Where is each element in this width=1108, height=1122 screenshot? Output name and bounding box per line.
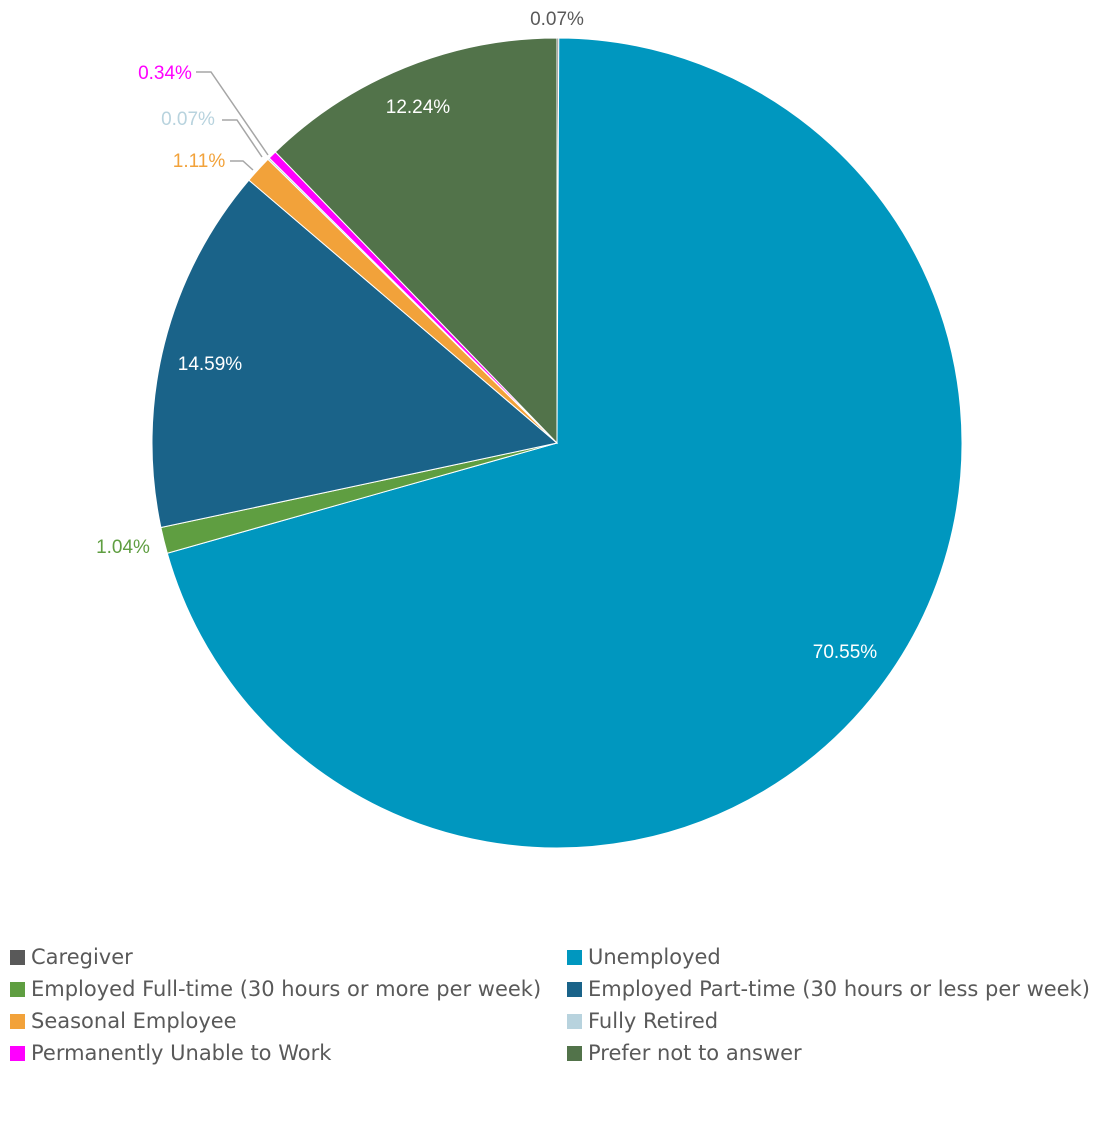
data-label-employed-part-time-30-hours-or-less-per-week: 14.59% [178,354,243,375]
legend-swatch-unemployed [567,949,582,965]
leader-lines [196,71,269,171]
legend-item-employed-part-time: Employed Part-time (30 hours or less per… [567,977,1090,1001]
legend-label: Caregiver [31,945,133,969]
legend-swatch-fully-retired [567,1013,582,1029]
legend-swatch-seasonal-employee [10,1013,25,1029]
data-label-unemployed: 70.55% [813,642,878,663]
legend-label: Prefer not to answer [588,1041,802,1065]
legend-item-seasonal-employee: Seasonal Employee [10,1009,237,1033]
legend-swatch-caregiver [10,949,25,965]
data-label-permanently-unable-to-work: 0.34% [138,63,192,84]
legend-item-employed-full-time: Employed Full-time (30 hours or more per… [10,977,541,1001]
data-label-caregiver: 0.07% [530,9,584,30]
pie-slices [151,37,963,849]
data-labels: 0.07% 70.55% 1.04% 14.59% 1.11% 0.07% 0.34% 12.… [96,9,877,663]
legend-swatch-prefer-not-to-answer [567,1045,582,1061]
legend-item-fully-retired: Fully Retired [567,1009,718,1033]
legend-label: Fully Retired [588,1009,719,1033]
pie-slice-prefer-not-to-answer [274,37,558,445]
legend-item-unemployed: Unemployed [567,945,721,969]
legend-swatch-employed-full-time [10,981,25,997]
data-label-prefer-not-to-answer: 12.24% [386,97,451,118]
leader-line-permanently-unable-to-work [196,71,269,156]
legend-label: Unemployed [588,945,721,969]
data-label-seasonal-employee: 1.11% [173,151,226,172]
legend-item-permanently-unable: Permanently Unable to Work [10,1041,331,1065]
legend-label: Employed Full-time (30 hours or more per… [31,977,542,1001]
pie-slice-employed-part-time-30-hours-or-less-per-week [151,179,559,529]
legend-label: Employed Part-time (30 hours or less per… [588,977,1090,1001]
pie-slice-unemployed [166,37,963,849]
legend-item-prefer-not-to-answer: Prefer not to answer [567,1041,802,1065]
legend-label: Permanently Unable to Work [31,1041,332,1065]
leader-line-fully-retired [222,119,263,158]
data-label-employed-full-time-30-hours-or-more-per-week: 1.04% [96,537,150,558]
legend-swatch-permanently-unable [10,1045,25,1061]
legend-swatch-employed-part-time [567,981,582,997]
legend-item-caregiver: Caregiver [10,945,133,969]
leader-line-seasonal-employee [230,160,254,171]
legend-label: Seasonal Employee [31,1009,237,1033]
pie-chart: 0.07% 70.55% 1.04% 14.59% 1.11% 0.07% 0.34% 12.… [96,9,963,849]
data-label-fully-retired: 0.07% [161,109,215,130]
